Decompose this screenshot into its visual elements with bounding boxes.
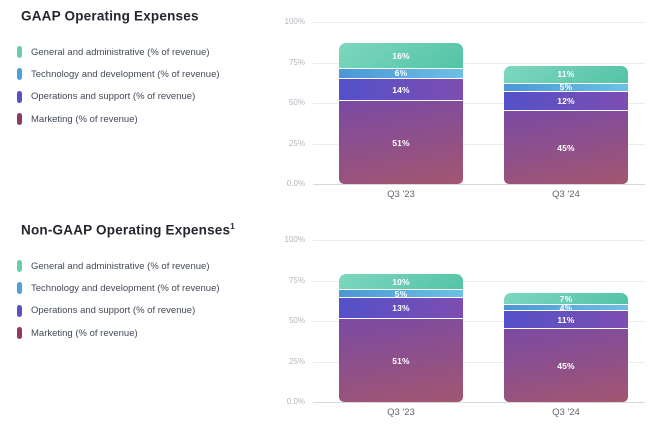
bar-segment: 12% (504, 91, 628, 112)
segment-value-label: 11% (557, 314, 575, 325)
legend-item: Operations and support (% of revenue) (17, 300, 220, 322)
bar-segment: 45% (504, 329, 628, 402)
gridline (313, 62, 645, 64)
y-axis-tick-label: 75% (288, 275, 305, 285)
gridline (313, 22, 645, 23)
chart-title-text: GAAP Operating Expenses (21, 8, 199, 24)
chart-title-non-gaap: Non-GAAP Operating Expenses1 (21, 222, 235, 238)
bar-segment: 51% (339, 101, 463, 184)
legend-item: General and administrative (% of revenue… (17, 255, 220, 277)
legend-label: Operations and support (% of revenue) (31, 91, 196, 103)
y-axis-tick-label: 25% (288, 138, 305, 148)
legend-item: Technology and development (% of revenue… (17, 63, 220, 85)
bar-segment: 45% (504, 111, 628, 184)
x-axis-category-label: Q3 '24 (552, 407, 580, 418)
legend-label: Marketing (% of revenue) (31, 327, 138, 339)
legend-item: General and administrative (% of revenue… (17, 41, 220, 63)
legend-item: Technology and development (% of revenue… (17, 277, 220, 299)
legend-gaap: General and administrative (% of revenue… (17, 41, 220, 130)
segment-value-label: 4% (559, 302, 573, 313)
bar-segment: 5% (504, 82, 628, 93)
gridline (313, 103, 645, 104)
segment-value-label: 16% (392, 50, 410, 61)
segment-value-label: 6% (394, 68, 408, 79)
y-axis-tick-label: 100% (284, 17, 305, 26)
segment-value-label: 14% (392, 84, 410, 95)
gridline (313, 402, 645, 403)
footnote-marker: 1 (230, 222, 235, 231)
legend-item: Marketing (% of revenue) (17, 322, 220, 344)
segment-value-label: 11% (557, 69, 575, 80)
y-axis-tick-label: 100% (284, 235, 305, 244)
legend-swatch-icon (17, 260, 22, 273)
legend-label: Technology and development (% of revenue… (31, 282, 220, 294)
stacked-bar-chart-non-gaap: 100% 75% 50% 25% 0.0% 51% 13% 5% 10% Q3 '23 45% 11%… (270, 214, 655, 428)
x-axis-category-label: Q3 '24 (552, 189, 580, 200)
segment-value-label: 5% (394, 288, 408, 299)
y-axis-tick-label: 50% (288, 98, 305, 107)
gridline (313, 321, 645, 322)
y-axis-tick-label: 75% (288, 57, 305, 67)
stacked-bar-chart-gaap: 100% 75% 50% 25% 0.0% 51% 14% 6% 16% Q3 '23 45% 12%… (270, 0, 655, 214)
y-axis-tick-label: 25% (288, 356, 305, 366)
bar-segment: 5% (339, 288, 463, 299)
legend-swatch-icon (17, 113, 22, 126)
chart-section-gaap: GAAP Operating Expenses General and admi… (17, 0, 655, 214)
gridline (313, 240, 645, 241)
segment-value-label: 7% (559, 293, 573, 304)
y-axis-tick-label: 0.0% (286, 397, 305, 406)
legend-non-gaap: General and administrative (% of revenue… (17, 255, 220, 344)
legend-label: Operations and support (% of revenue) (31, 305, 196, 317)
y-axis-tick-label: 50% (288, 316, 305, 325)
x-axis-category-label: Q3 '23 (387, 407, 415, 418)
segment-value-label: 51% (392, 137, 410, 148)
legend-swatch-icon (17, 46, 22, 59)
segment-value-label: 12% (557, 95, 575, 106)
segment-value-label: 10% (392, 276, 410, 287)
bar-segment: 11% (504, 65, 628, 84)
bar-segment: 14% (339, 78, 463, 102)
segment-value-label: 13% (392, 303, 410, 314)
segment-value-label: 45% (557, 142, 575, 153)
legend-swatch-icon (17, 282, 22, 295)
legend-swatch-icon (17, 68, 22, 81)
bar-segment: 6% (339, 68, 463, 79)
y-axis-tick-label: 0.0% (286, 179, 305, 188)
bar-segment: 4% (504, 302, 628, 313)
legend-swatch-icon (17, 327, 22, 340)
chart-title-text: Non-GAAP Operating Expenses (21, 222, 231, 238)
legend-label: Technology and development (% of revenue… (31, 68, 220, 80)
legend-label: Marketing (% of revenue) (31, 113, 138, 125)
legend-item: Operations and support (% of revenue) (17, 86, 220, 108)
segment-value-label: 5% (559, 82, 573, 93)
x-axis-category-label: Q3 '23 (387, 189, 415, 200)
chart-title-gaap: GAAP Operating Expenses (21, 8, 199, 24)
legend-label: General and administrative (% of revenue… (31, 46, 210, 58)
segment-value-label: 45% (557, 360, 575, 371)
bar-segment: 51% (339, 319, 463, 402)
gridline (313, 280, 645, 282)
chart-section-non-gaap: Non-GAAP Operating Expenses1 General and… (0, 214, 655, 428)
segment-value-label: 51% (392, 355, 410, 366)
gridline (313, 184, 645, 185)
legend-swatch-icon (17, 304, 22, 317)
bar-segment: 11% (504, 311, 628, 330)
gridline (313, 143, 645, 145)
bar-segment: 7% (504, 293, 628, 305)
bar-segment: 10% (339, 274, 463, 291)
legend-swatch-icon (17, 90, 22, 103)
bar-segment: 13% (339, 298, 463, 320)
gridline (313, 361, 645, 363)
bar-segment: 16% (339, 43, 463, 69)
legend-label: General and administrative (% of revenue… (31, 260, 210, 272)
legend-item: Marketing (% of revenue) (17, 108, 220, 130)
